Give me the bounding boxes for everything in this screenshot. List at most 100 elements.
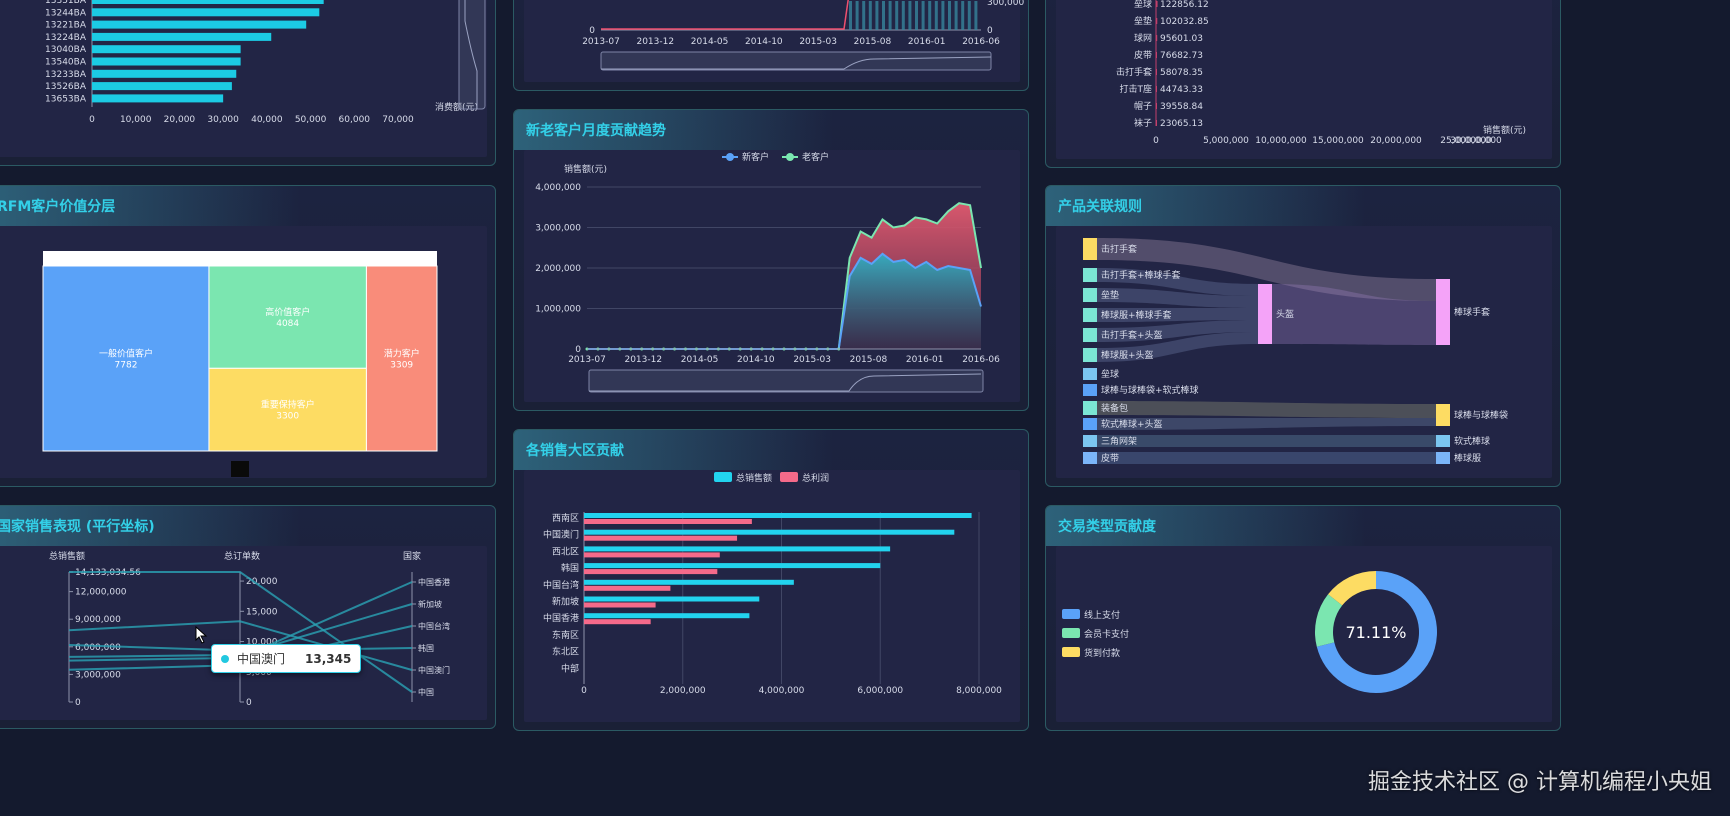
x-tick-label: 2016-06 [962,355,1000,365]
value-label: 44743.33 [1160,85,1203,95]
category-label: 东北区 [552,646,579,658]
axis-tick-label: 10,000 [246,638,278,648]
region-bar-chart[interactable]: 0 2,000,000 4,000,000 6,000,000 8,000,000 西南区… [514,430,1029,731]
country-parallel-chart[interactable]: 总销售额 总订单数 国家 0 3,000,000 6,000,000 9,000,000 12… [0,506,496,729]
category-label: 13224BA [45,33,87,43]
customer-ranking-panel: 13351BA 13244BA 13221BA 13224BA 13040BA 13540… [0,0,496,166]
data-zoom-shadow [589,373,982,392]
axis-category-label: 中国台湾 [418,621,450,631]
sankey-node-头盔 [1258,284,1272,344]
new-old-area-chart[interactable]: 0 1,000,000 2,000,000 3,000,000 4,000,000 销售额… [514,110,1029,411]
x-tick-label: 2015-03 [793,355,831,365]
bar-profit-中国台湾 [584,585,671,591]
category-label: 中国台湾 [543,579,579,591]
product-sales-chart: 垒球 122856.12 垒垫 102032.85 球网 95601.03 皮带 76682.… [1116,0,1526,146]
legend-label: 会员卡支付 [1084,628,1129,640]
bar-profit-西北区 [584,552,720,558]
y-tick-label: 2,000,000 [535,264,581,274]
sankey-node-label: 击打手套 [1101,243,1137,255]
y2-tick-label: 0 [987,26,993,36]
rfm-panel: RFM客户价值分层 一般价值客户 7782 高价值客户 4084 重要保持客户 3300 潜… [0,185,496,487]
y-tick-label: 0 [589,26,595,36]
sankey-node-label: 软式棒球+头盔 [1101,418,1163,430]
sankey-node-label: 装备包 [1101,402,1128,414]
bar-球网 [1156,35,1158,41]
monthly-sales-panel: 0 0 300,000 2013-07 2013-12 2014-05 2014-10 201… [513,0,1029,91]
monthly-bar [855,1,859,30]
sankey-node-label: 垒垫 [1101,289,1119,301]
sankey-flow [1097,320,1258,342]
treemap-value: 3309 [390,361,413,371]
bar-13224BA [92,32,272,41]
country-tooltip: 中国澳门 13,345 [211,644,362,673]
sankey-node-label: 棒球服 [1454,452,1481,464]
region-title: 各销售大区贡献 [526,443,624,459]
sankey-node-棒球服+棒球手套 [1083,308,1097,322]
sankey-node-球棒与球棒袋 [1436,404,1450,426]
data-zoom-shadow [464,0,478,109]
country-title: 国家销售表现 (平行坐标) [0,519,155,535]
bar-袜子 [1156,120,1157,126]
monthly-sales-chart: 0 0 300,000 2013-07 2013-12 2014-05 2014-10 201… [582,0,1024,71]
x-tick-label: 50,000 [295,115,327,125]
x-tick-label: 20,000,000 [1370,136,1422,146]
monthly-bar [974,1,978,30]
value-label: 58078.35 [1160,68,1203,78]
axis-tick-label: 15,000 [246,607,278,617]
category-label: 13351BA [45,0,87,6]
category-label: 打击T座 [1120,83,1153,95]
x-tick-label: 2015-08 [850,355,888,365]
x-tick-label: 2014-10 [737,355,775,365]
tooltip-label: 中国澳门 [237,652,286,666]
legend-label: 老客户 [802,151,829,163]
y2-tick-label: 300,000 [987,0,1024,8]
sankey-node-label: 棒球服+头盔 [1101,349,1154,361]
bar-13244BA [92,8,320,17]
legend-label: 货到付款 [1084,647,1120,659]
donut-center-label: 71.11% [1345,623,1406,642]
sankey-node-软式棒球 [1436,435,1450,447]
value-label: 102032.85 [1160,17,1209,27]
data-zoom-slider [588,369,984,393]
sankey-flow [1097,238,1436,301]
legend-label: 新客户 [742,151,769,163]
axis-tick-label: 9,000,000 [75,615,121,625]
payment-title: 交易类型贡献度 [1058,519,1156,535]
x-tick-label: 25,000,000 [1440,136,1492,146]
monthly-bar [908,1,912,30]
sankey-node-击打手套+头盔 [1083,328,1097,342]
axis-name: 总销售额 [49,550,85,562]
bar-sales-西北区 [584,546,891,552]
x-tick-label: 2015-03 [799,37,837,47]
legend-marker-新客户 [726,153,734,161]
bar-帽子 [1156,103,1157,109]
monthly-bar [901,1,905,30]
x-tick-label: 30,000 [207,115,239,125]
sankey-node-三角网架 [1083,435,1097,447]
treemap-value: 7782 [115,361,138,371]
category-label: 垒球 [1134,0,1152,10]
bar-profit-西南区 [584,519,752,524]
sankey-node-球棒与球棒袋+软式棒球 [1083,384,1097,396]
association-sankey-chart[interactable]: 击打手套击打手套+棒球手套垒垫棒球服+棒球手套击打手套+头盔棒球服+头盔垒球球棒… [1046,186,1561,487]
area-new-customers [587,253,981,349]
axis-name: 总订单数 [224,550,260,562]
y-tick-label: 4,000,000 [535,183,581,193]
axis-tick-label: 3,000,000 [75,670,121,680]
category-label: 13653BA [45,94,87,104]
sankey-node-label: 软式棒球 [1454,435,1490,447]
sankey-node-棒球服+头盔 [1083,348,1097,362]
treemap-cell-1 [208,265,367,369]
x-tick-label: 0 [581,686,587,696]
x-tick-label: 2014-05 [691,37,729,47]
monthly-bar [868,1,872,30]
sankey-node-击打手套+棒球手套 [1083,268,1097,282]
sankey-node-label: 垒球 [1101,368,1119,380]
x-tick-label: 0 [1153,136,1159,146]
bar-击打手套 [1156,69,1157,75]
country-panel: 国家销售表现 (平行坐标) 总销售额 总订单数 国家 0 3,000,000 6,000,… [0,505,496,729]
bar-profit-韩国 [584,569,718,575]
monthly-bar [849,1,852,30]
